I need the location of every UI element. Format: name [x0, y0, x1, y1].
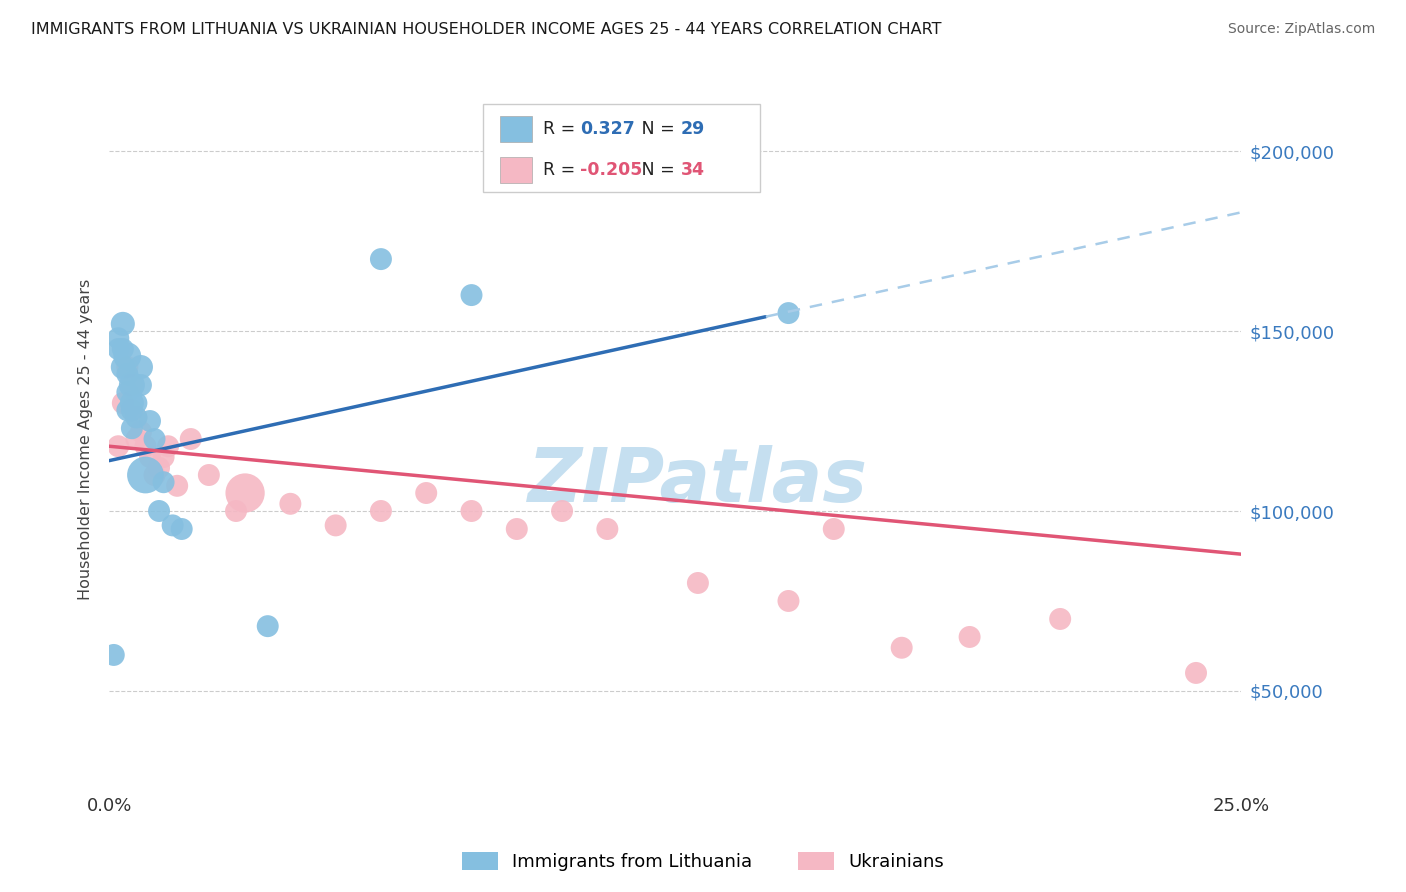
Point	[107, 331, 129, 345]
Point	[121, 378, 143, 392]
Point	[107, 342, 129, 356]
Point	[111, 342, 134, 356]
Point	[121, 378, 143, 392]
Point	[551, 504, 574, 518]
Point	[134, 439, 156, 453]
Point	[370, 252, 392, 266]
Point	[121, 403, 143, 417]
Point	[125, 410, 148, 425]
Text: Source: ZipAtlas.com: Source: ZipAtlas.com	[1227, 22, 1375, 37]
Point	[129, 425, 152, 439]
Point	[148, 460, 170, 475]
Text: N =: N =	[636, 161, 681, 179]
Point	[686, 576, 709, 591]
Point	[823, 522, 845, 536]
Point	[256, 619, 278, 633]
Text: -0.205: -0.205	[581, 161, 643, 179]
Point	[117, 368, 139, 382]
Point	[121, 396, 143, 410]
Point	[129, 359, 152, 374]
Point	[1185, 665, 1208, 680]
Point	[148, 504, 170, 518]
Point	[152, 475, 174, 490]
Point	[121, 403, 143, 417]
Point	[415, 486, 437, 500]
Point	[233, 486, 256, 500]
Y-axis label: Householder Income Ages 25 - 44 years: Householder Income Ages 25 - 44 years	[79, 278, 93, 599]
Point	[117, 403, 139, 417]
Text: 29: 29	[681, 120, 706, 138]
Point	[143, 468, 166, 483]
Point	[117, 385, 139, 400]
Text: N =: N =	[636, 120, 681, 138]
Text: R =: R =	[543, 120, 581, 138]
FancyBboxPatch shape	[482, 104, 761, 192]
Point	[157, 439, 180, 453]
Point	[370, 504, 392, 518]
Legend: Immigrants from Lithuania, Ukrainians: Immigrants from Lithuania, Ukrainians	[454, 845, 952, 879]
Point	[125, 410, 148, 425]
Point	[117, 359, 139, 374]
Point	[107, 439, 129, 453]
Point	[325, 518, 347, 533]
Point	[166, 479, 188, 493]
Text: 34: 34	[681, 161, 704, 179]
Point	[225, 504, 247, 518]
Point	[596, 522, 619, 536]
Text: 0.327: 0.327	[581, 120, 636, 138]
Point	[890, 640, 912, 655]
FancyBboxPatch shape	[499, 117, 531, 143]
Point	[280, 497, 302, 511]
Point	[198, 468, 221, 483]
Point	[111, 396, 134, 410]
Point	[506, 522, 529, 536]
Point	[152, 450, 174, 464]
Point	[180, 432, 202, 446]
Point	[778, 306, 800, 320]
Point	[1049, 612, 1071, 626]
Point	[139, 450, 162, 464]
Point	[139, 414, 162, 428]
Text: R =: R =	[543, 161, 581, 179]
Point	[134, 468, 156, 483]
Point	[959, 630, 981, 644]
FancyBboxPatch shape	[499, 157, 531, 183]
Point	[460, 288, 482, 302]
Point	[125, 396, 148, 410]
Point	[143, 432, 166, 446]
Point	[170, 522, 193, 536]
Point	[111, 359, 134, 374]
Point	[162, 518, 184, 533]
Point	[117, 349, 139, 363]
Point	[111, 317, 134, 331]
Point	[460, 504, 482, 518]
Point	[778, 594, 800, 608]
Point	[103, 648, 125, 662]
Text: ZIPatlas: ZIPatlas	[527, 445, 868, 518]
Text: IMMIGRANTS FROM LITHUANIA VS UKRAINIAN HOUSEHOLDER INCOME AGES 25 - 44 YEARS COR: IMMIGRANTS FROM LITHUANIA VS UKRAINIAN H…	[31, 22, 942, 37]
Point	[129, 378, 152, 392]
Point	[121, 421, 143, 435]
Point	[125, 432, 148, 446]
